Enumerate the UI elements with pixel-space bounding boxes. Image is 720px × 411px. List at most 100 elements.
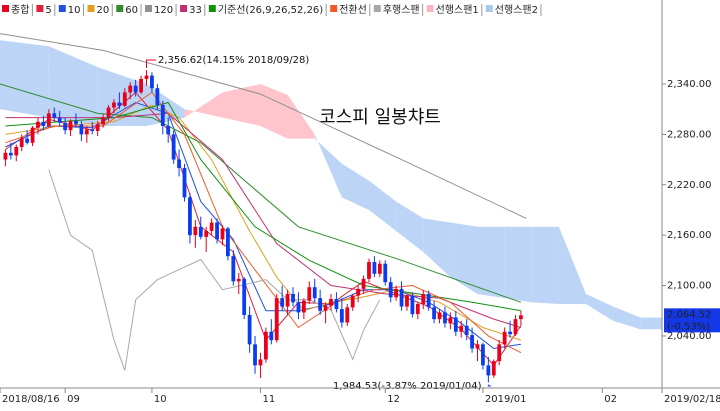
candle-body bbox=[269, 331, 274, 341]
candle-body bbox=[101, 117, 105, 125]
candle-body bbox=[486, 365, 491, 376]
candle-body bbox=[215, 222, 219, 240]
candle-body bbox=[188, 197, 192, 236]
candle-body bbox=[356, 288, 361, 296]
x-tick-label: 2018/08/16 bbox=[2, 394, 60, 405]
legend-swatch bbox=[330, 5, 338, 12]
legend-swatch bbox=[58, 5, 66, 12]
candle-body bbox=[171, 134, 176, 160]
candle-body bbox=[57, 117, 62, 123]
annotation: 2,356.62(14.15% 2018/09/28) bbox=[158, 55, 309, 66]
legend-swatch bbox=[116, 5, 124, 12]
candle-body bbox=[112, 102, 116, 108]
candle-body bbox=[432, 307, 436, 320]
y-tick-label: 2,280.00 bbox=[667, 129, 712, 140]
x-tick-label: 02 bbox=[604, 394, 617, 405]
candle-body bbox=[30, 127, 35, 143]
candle-body bbox=[220, 228, 225, 240]
x-tick-label: 10 bbox=[154, 394, 167, 405]
cloud-segment bbox=[586, 293, 614, 321]
candle-body bbox=[405, 295, 409, 307]
candle-body bbox=[459, 325, 464, 332]
candle-body bbox=[166, 125, 171, 135]
indicator-line bbox=[0, 33, 527, 219]
candle-body bbox=[470, 335, 474, 349]
candle-body bbox=[508, 331, 512, 335]
candle-body bbox=[106, 107, 111, 118]
cloud-segment bbox=[341, 163, 369, 210]
x-tick-label: 2019/02/18 bbox=[664, 394, 720, 405]
indicator-line bbox=[5, 101, 521, 312]
candle-body bbox=[253, 344, 257, 366]
candle-body bbox=[291, 293, 295, 303]
candle-body bbox=[150, 75, 154, 89]
y-tick-label: 2,100.00 bbox=[667, 281, 712, 292]
candle-body bbox=[19, 138, 24, 147]
cloud-segment bbox=[260, 83, 288, 139]
candle-body bbox=[236, 278, 241, 282]
candle-body bbox=[513, 319, 518, 335]
candle-body bbox=[421, 293, 426, 305]
candle-body bbox=[519, 315, 523, 320]
legend-label: 20 bbox=[97, 5, 110, 16]
x-tick-label: 2019/01 bbox=[485, 394, 527, 405]
chart-title: 코스피 일봉챠트 bbox=[319, 107, 441, 128]
candle-body bbox=[14, 146, 19, 156]
candle-body bbox=[231, 256, 236, 282]
y-tick-label: 2,220.00 bbox=[667, 180, 712, 191]
candle-body bbox=[155, 88, 160, 105]
candle-body bbox=[193, 226, 198, 236]
legend-label: 60 bbox=[125, 5, 138, 16]
candle-body bbox=[280, 298, 285, 307]
legend-swatch bbox=[144, 5, 152, 12]
candle-body bbox=[285, 293, 290, 307]
y-tick-label: 2,040.00 bbox=[667, 331, 712, 342]
cloud-segment bbox=[287, 94, 315, 139]
candle-body bbox=[95, 124, 100, 132]
candles bbox=[3, 70, 523, 383]
candle-body bbox=[128, 85, 133, 93]
last-price-change: (-0.53%) bbox=[667, 321, 710, 332]
candle-body bbox=[84, 129, 89, 135]
legend-swatch bbox=[87, 5, 95, 12]
cloud-segment bbox=[558, 226, 587, 305]
candle-body bbox=[388, 282, 393, 298]
candle-body bbox=[8, 152, 13, 156]
candle-body bbox=[25, 138, 30, 143]
candle-body bbox=[90, 129, 95, 132]
last-price-box bbox=[664, 308, 720, 333]
legend-label: 기준선(26,9,26,52,26) bbox=[218, 4, 323, 16]
candle-body bbox=[345, 307, 350, 323]
cloud-segment bbox=[504, 226, 532, 303]
legend-swatch bbox=[426, 5, 434, 12]
annotation-leader bbox=[146, 59, 156, 69]
candle-body bbox=[68, 120, 73, 131]
candle-body bbox=[139, 78, 143, 93]
candle-body bbox=[258, 359, 263, 366]
candle-body bbox=[36, 121, 40, 128]
legend-label: 5 bbox=[45, 5, 51, 16]
candle-body bbox=[334, 298, 339, 310]
indicator-line bbox=[5, 112, 522, 328]
cloud-segment bbox=[613, 306, 641, 330]
candle-body bbox=[263, 331, 268, 360]
candle-body bbox=[133, 85, 138, 93]
indicator-line bbox=[5, 91, 522, 354]
candle-body bbox=[301, 300, 306, 313]
candle-body bbox=[226, 228, 230, 257]
legend-label: 선행스팬1 bbox=[436, 4, 479, 16]
candle-body bbox=[52, 113, 57, 118]
candle-body bbox=[481, 344, 485, 366]
y-tick-label: 2,160.00 bbox=[667, 230, 712, 241]
cloud-segment bbox=[640, 317, 662, 330]
candle-body bbox=[160, 104, 165, 126]
candle-body bbox=[443, 312, 447, 324]
candle-body bbox=[198, 226, 203, 237]
candle-body bbox=[3, 152, 8, 160]
legend-label: 종합 bbox=[11, 4, 29, 16]
y-tick-label: 2,340.00 bbox=[667, 79, 712, 90]
candle-body bbox=[464, 325, 469, 336]
